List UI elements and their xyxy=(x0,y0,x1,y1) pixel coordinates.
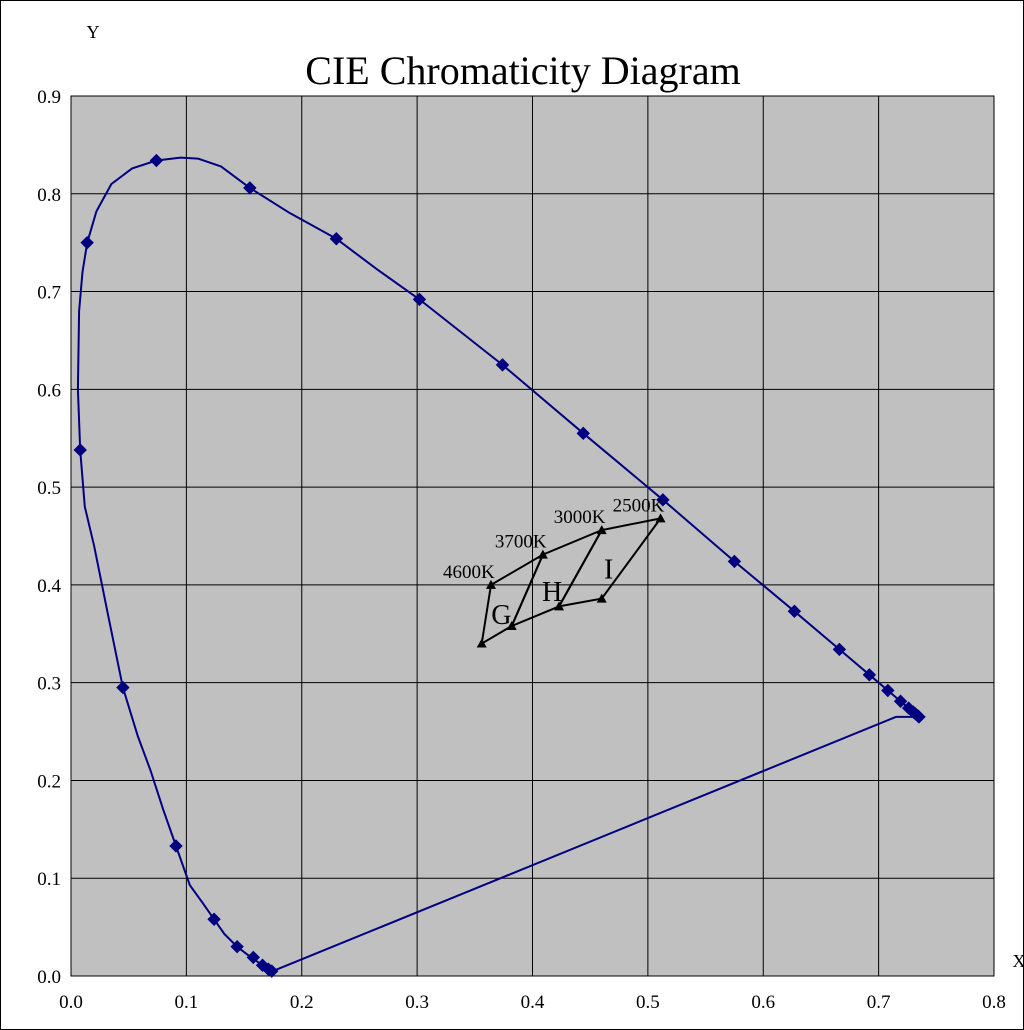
cct-label: 3000K xyxy=(554,507,606,528)
x-tick-label: 0.5 xyxy=(636,992,660,1013)
x-tick-label: 0.4 xyxy=(521,992,545,1013)
cct-point xyxy=(485,579,496,589)
spectral-point xyxy=(246,950,260,965)
series-lines xyxy=(76,156,920,973)
region-label-h: H xyxy=(542,577,562,608)
spectral-point xyxy=(329,232,344,246)
region-label-i: I xyxy=(604,554,613,585)
cct-point xyxy=(476,638,487,648)
x-tick-label: 0.3 xyxy=(405,992,429,1013)
spectral-point xyxy=(576,426,590,441)
x-tick-label: 0.8 xyxy=(982,992,1006,1013)
spectral-point xyxy=(243,181,257,195)
x-tick-label: 0.6 xyxy=(751,992,775,1013)
x-axis-label: X xyxy=(1013,951,1024,971)
chart-title: CIE Chromaticity Diagram xyxy=(305,48,740,93)
series-markers xyxy=(73,153,926,978)
spectral-locus-line xyxy=(76,156,920,973)
spectral-point xyxy=(893,694,908,708)
spectral-point xyxy=(73,443,87,457)
y-tick-label: 0.8 xyxy=(37,185,61,206)
y-tick-label: 0.6 xyxy=(37,380,61,401)
spectral-point xyxy=(412,292,427,307)
y-tick-label: 0.3 xyxy=(37,674,61,695)
x-tick-label: 0.1 xyxy=(175,992,199,1013)
spectral-point xyxy=(727,554,742,569)
spectral-point xyxy=(230,939,244,954)
x-tick-label: 0.2 xyxy=(290,992,314,1013)
y-tick-label: 0.7 xyxy=(37,283,61,304)
spectral-point xyxy=(881,683,895,698)
y-axis-label: Y xyxy=(87,22,100,42)
spectral-point xyxy=(656,493,670,507)
y-tick-label: 0.9 xyxy=(37,87,61,108)
spectral-point xyxy=(787,604,802,618)
spectral-point xyxy=(912,710,926,724)
cct-label: 4600K xyxy=(443,562,495,583)
y-tick-label: 0.2 xyxy=(37,771,61,792)
region-label-g: G xyxy=(491,600,511,631)
spectral-point xyxy=(255,958,270,972)
y-tick-label: 0.4 xyxy=(37,576,61,597)
cct-point xyxy=(596,593,607,603)
grid xyxy=(70,95,995,977)
y-tick-label: 0.0 xyxy=(37,967,61,988)
cct-point xyxy=(554,601,565,611)
cct-label: 2500K xyxy=(613,495,665,516)
spectral-point xyxy=(169,839,183,853)
cct-label: 3700K xyxy=(495,532,547,553)
y-tick-label: 0.1 xyxy=(37,869,61,890)
x-tick-label: 0.0 xyxy=(59,992,83,1013)
cct-point xyxy=(655,513,666,523)
cct-point xyxy=(537,549,548,559)
cct-point xyxy=(506,620,517,630)
spectral-point xyxy=(207,912,221,926)
spectral-point xyxy=(832,642,847,657)
cct-point xyxy=(596,525,607,535)
plot-border xyxy=(70,95,995,977)
spectral-point xyxy=(862,668,877,682)
y-tick-label: 0.5 xyxy=(37,478,61,499)
tick-labels: 0.0 0.1 0.2 0.3 0.4 0.5 0.6 0.7 0.8 0.0 0.1 0.2 0.3 0… xyxy=(37,87,1006,1013)
spectral-point xyxy=(116,680,130,695)
x-tick-label: 0.7 xyxy=(867,992,891,1013)
spectral-point xyxy=(495,358,510,372)
spectral-point xyxy=(80,235,94,250)
spectral-point xyxy=(149,153,164,168)
